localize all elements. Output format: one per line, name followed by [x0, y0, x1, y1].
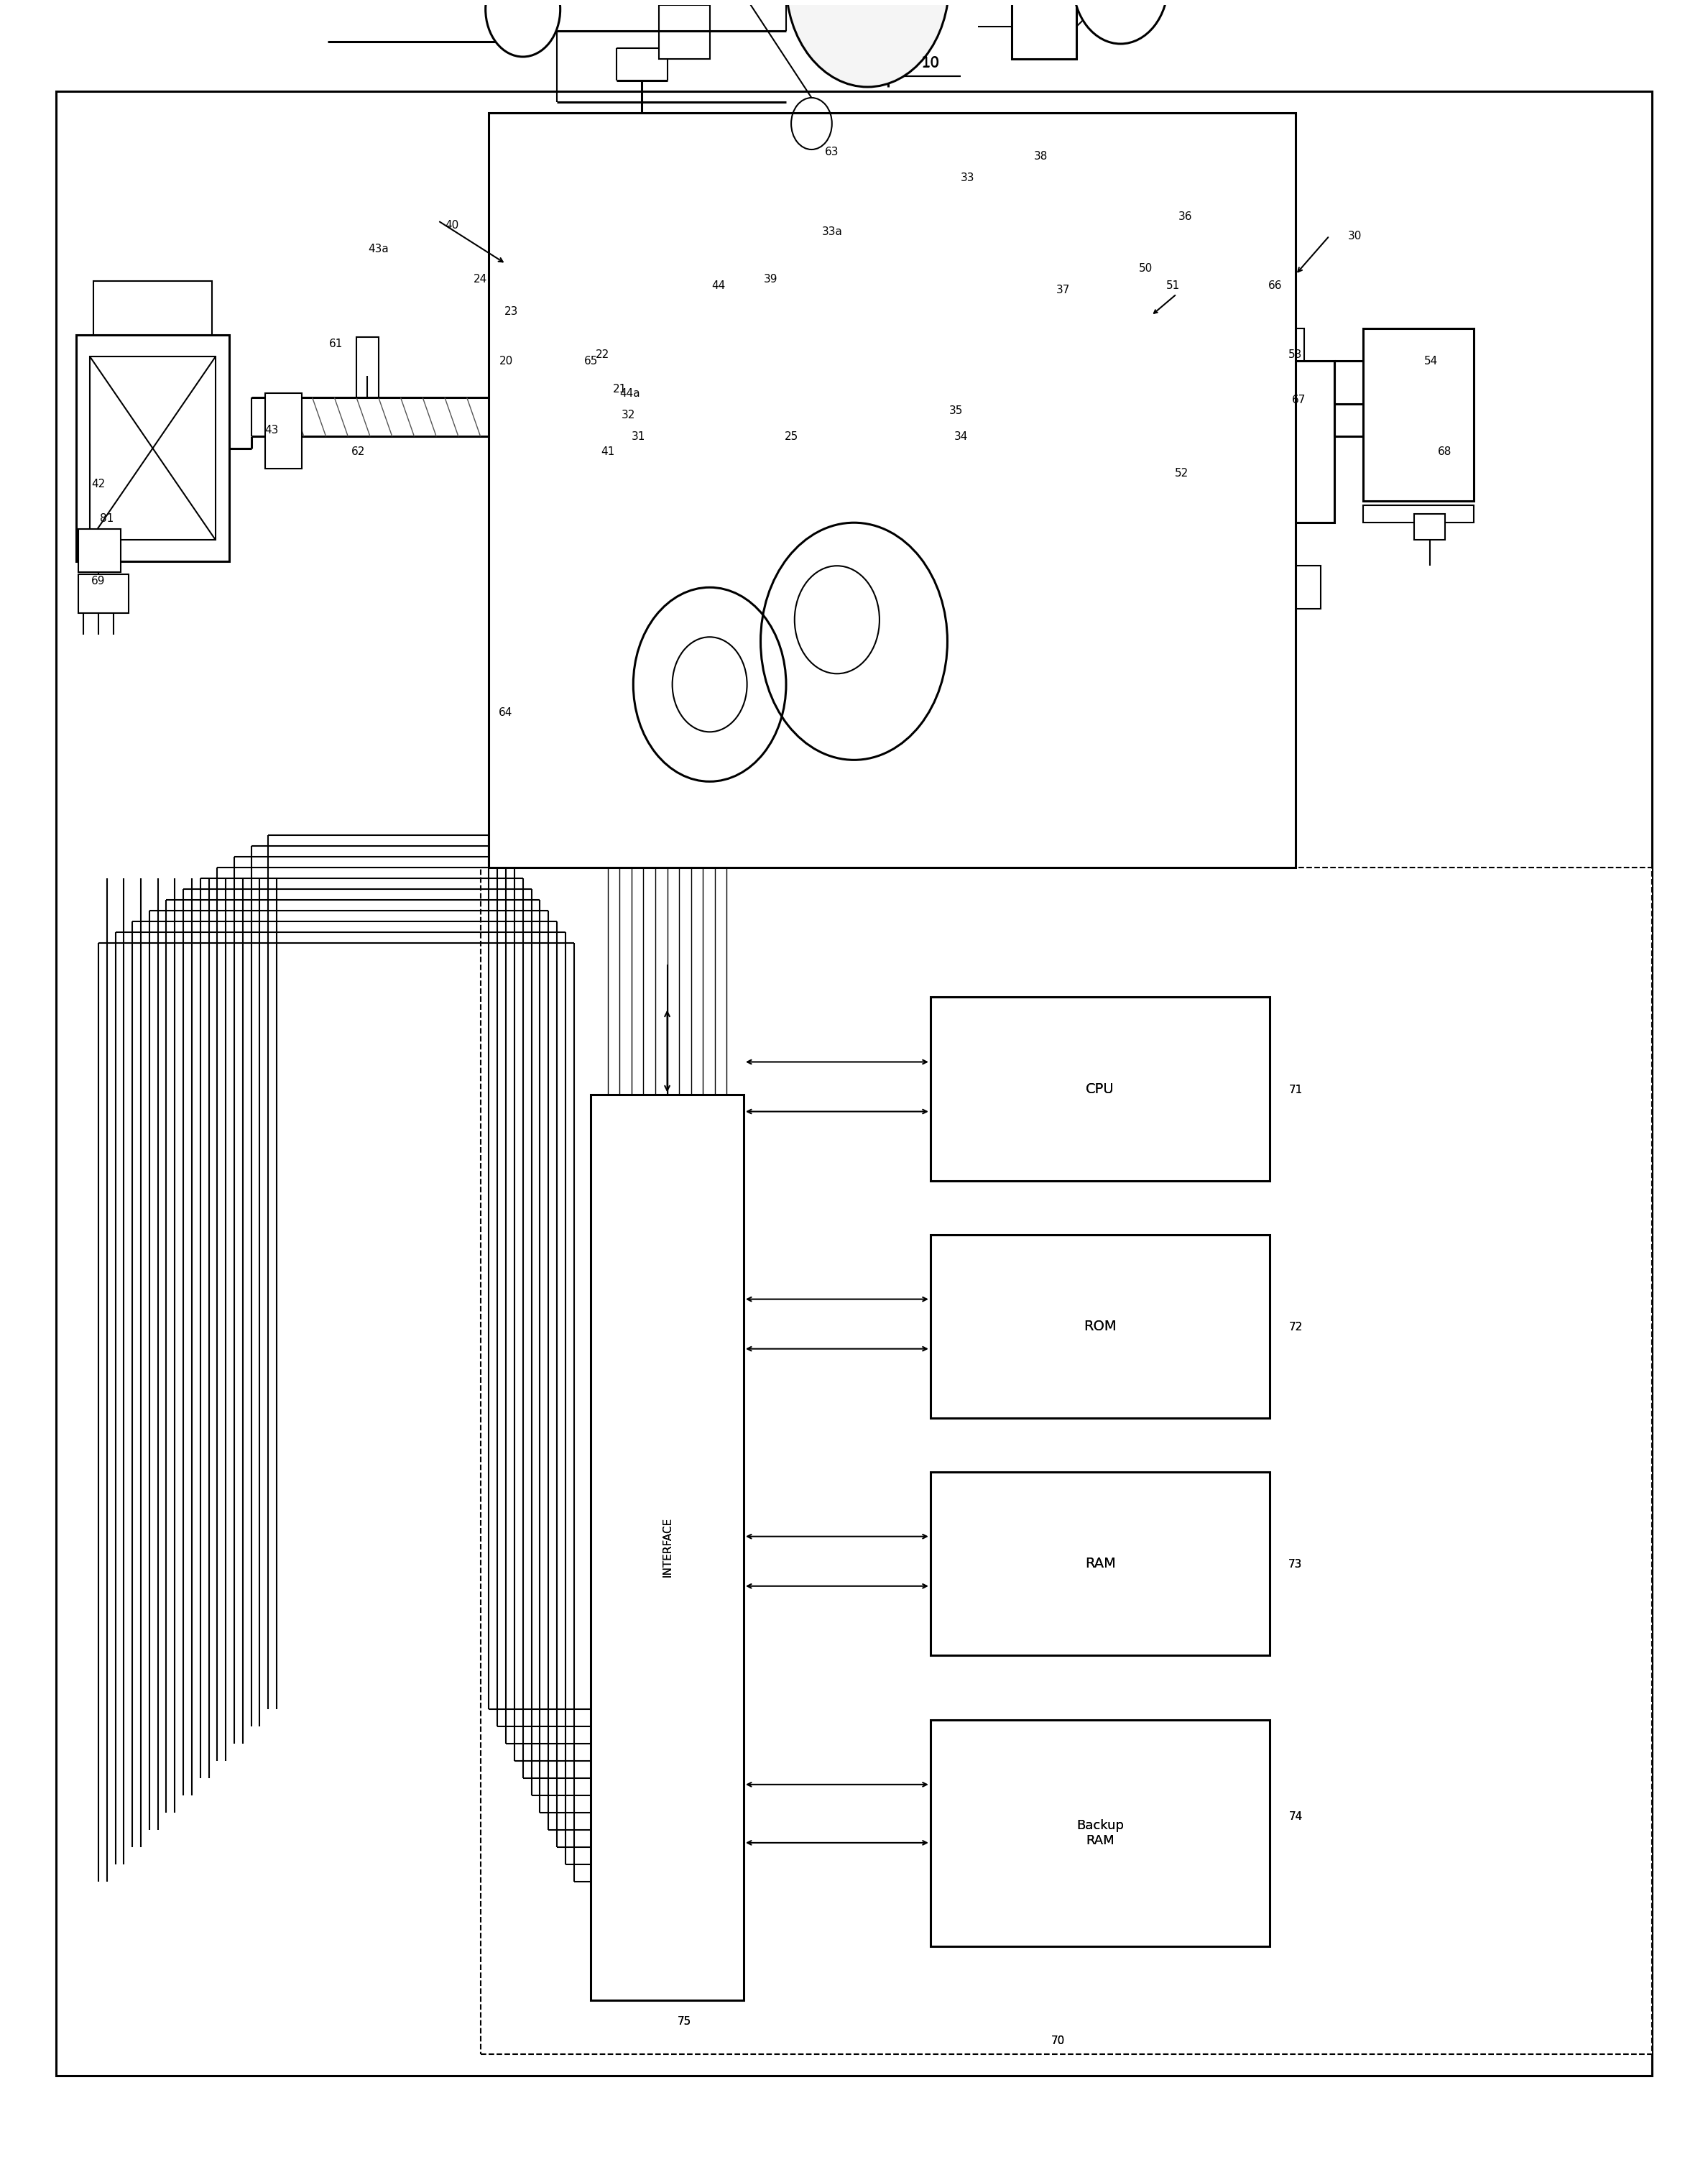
Text: CPU: CPU — [1086, 1081, 1114, 1097]
Text: 20: 20 — [499, 355, 512, 366]
Bar — [1049, 258, 1079, 297]
Text: 70: 70 — [1050, 2035, 1064, 2046]
Bar — [1223, 329, 1303, 414]
Text: 44: 44 — [711, 280, 726, 290]
Circle shape — [786, 0, 950, 87]
Bar — [488, 113, 1295, 867]
Text: 38: 38 — [1033, 150, 1047, 160]
Bar — [931, 1721, 1271, 1946]
Text: 73: 73 — [1288, 1558, 1303, 1569]
Bar — [931, 997, 1271, 1181]
Bar — [77, 336, 229, 561]
Bar — [265, 392, 302, 468]
Bar — [79, 574, 128, 613]
Text: 52: 52 — [1175, 468, 1189, 479]
Text: 35: 35 — [950, 405, 963, 416]
Bar — [1225, 362, 1334, 522]
Text: INTERFACE: INTERFACE — [661, 1517, 673, 1578]
Text: 75: 75 — [678, 2017, 692, 2026]
Text: 33: 33 — [962, 171, 975, 182]
Bar — [94, 282, 212, 336]
Text: 74: 74 — [1288, 1812, 1303, 1822]
Text: 33a: 33a — [822, 225, 842, 236]
Text: 62: 62 — [352, 446, 366, 457]
Bar — [1295, 566, 1320, 609]
Text: Backup
RAM: Backup RAM — [1076, 1818, 1124, 1846]
Text: 53: 53 — [1288, 349, 1303, 360]
Text: 81: 81 — [101, 514, 114, 524]
Bar — [625, 167, 999, 286]
Text: 43: 43 — [265, 425, 278, 436]
Text: 61: 61 — [330, 338, 343, 349]
Bar — [931, 1471, 1271, 1656]
Text: 68: 68 — [1438, 446, 1452, 457]
Circle shape — [485, 0, 560, 56]
Bar — [1049, 511, 1254, 652]
Text: CPU: CPU — [1086, 1081, 1114, 1097]
Bar — [1011, 0, 1076, 59]
Bar — [357, 338, 379, 397]
Bar — [79, 529, 121, 572]
Text: 54: 54 — [1424, 355, 1438, 366]
Text: 63: 63 — [825, 147, 839, 156]
Text: 25: 25 — [784, 431, 798, 442]
Text: 23: 23 — [504, 306, 518, 316]
Text: 42: 42 — [92, 479, 106, 490]
Text: 70: 70 — [1050, 2035, 1064, 2046]
Text: 44a: 44a — [620, 388, 640, 399]
Text: 40: 40 — [444, 219, 458, 230]
Text: 71: 71 — [1288, 1084, 1303, 1094]
Bar — [1225, 451, 1255, 483]
Text: 41: 41 — [601, 446, 615, 457]
Text: 51: 51 — [1167, 280, 1180, 290]
Text: 30: 30 — [1348, 230, 1361, 241]
Circle shape — [1073, 0, 1168, 43]
Text: 36: 36 — [1179, 210, 1192, 221]
Text: 71: 71 — [1288, 1084, 1303, 1094]
Text: 10: 10 — [922, 56, 939, 69]
Bar — [1363, 505, 1474, 522]
Text: 10: 10 — [921, 56, 939, 69]
Text: ROM: ROM — [1085, 1320, 1117, 1333]
Text: 24: 24 — [473, 273, 487, 284]
Bar — [1414, 514, 1445, 540]
Text: 67: 67 — [1291, 394, 1307, 405]
Text: 31: 31 — [632, 431, 646, 442]
Text: Backup
RAM: Backup RAM — [1076, 1818, 1124, 1846]
Text: ROM: ROM — [1085, 1320, 1117, 1333]
Text: 66: 66 — [1267, 280, 1283, 290]
Text: 69: 69 — [91, 576, 106, 587]
Bar — [591, 1094, 743, 2000]
Text: 72: 72 — [1288, 1322, 1303, 1333]
Text: 50: 50 — [1139, 262, 1153, 273]
Text: 73: 73 — [1288, 1558, 1303, 1569]
Text: 64: 64 — [499, 706, 512, 717]
Text: 21: 21 — [613, 384, 627, 394]
Text: 74: 74 — [1288, 1812, 1303, 1822]
Text: 32: 32 — [622, 410, 635, 420]
Text: 43a: 43a — [369, 243, 389, 254]
Text: INTERFACE: INTERFACE — [661, 1517, 673, 1578]
Bar — [91, 358, 215, 540]
Text: 37: 37 — [1056, 284, 1069, 295]
Bar — [659, 4, 709, 59]
Text: 65: 65 — [584, 355, 598, 366]
Text: 39: 39 — [763, 273, 777, 284]
Bar — [702, 297, 939, 403]
Text: RAM: RAM — [1085, 1556, 1115, 1571]
Text: 22: 22 — [596, 349, 610, 360]
Bar — [1363, 329, 1474, 501]
Text: 34: 34 — [955, 431, 968, 442]
Bar — [480, 867, 1652, 2054]
Text: RAM: RAM — [1085, 1556, 1115, 1571]
Text: 75: 75 — [678, 2017, 692, 2026]
Text: 72: 72 — [1288, 1322, 1303, 1333]
Bar — [931, 1235, 1271, 1417]
